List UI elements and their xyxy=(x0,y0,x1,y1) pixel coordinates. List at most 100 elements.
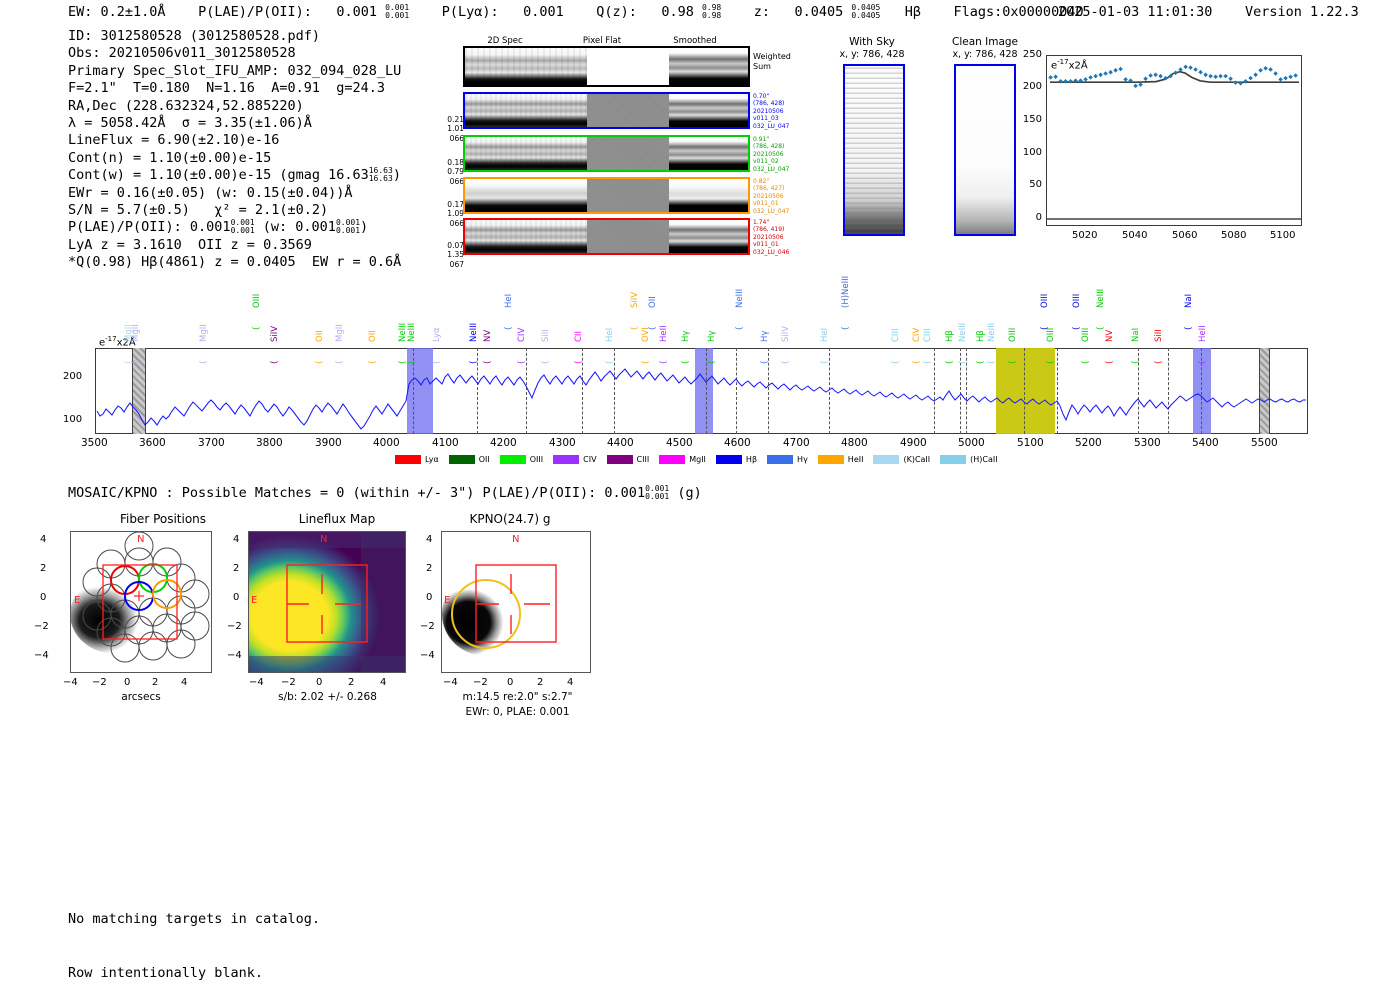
emission-line-label: Hγ xyxy=(760,330,771,342)
kpno-xtick-4: 4 xyxy=(567,677,574,688)
lineflux-map-image xyxy=(248,531,406,673)
line-marker xyxy=(829,348,830,434)
emission-line-label: Hβ xyxy=(945,330,956,342)
fiber-row-1-smoothed xyxy=(669,137,748,170)
header-plya-value: 0.001 xyxy=(523,4,564,20)
col-title-smoothed: Smoothed xyxy=(673,36,717,46)
zoom-line-fit-chart: 250 200 150 100 50 0 5020 5040 5060 5080… xyxy=(1023,49,1302,241)
spectrum-xtick-3600: 3600 xyxy=(139,437,166,449)
emission-line-label: CIII xyxy=(890,328,901,342)
spectrum-xtick-3700: 3700 xyxy=(198,437,225,449)
zoom-xtick-5060: 5060 xyxy=(1172,230,1198,241)
emission-line-label: HeII xyxy=(1198,325,1209,342)
kpno-compass-n: N xyxy=(512,534,520,545)
emission-line-label: NaI xyxy=(1130,327,1141,342)
legend-swatch xyxy=(395,454,421,464)
emission-line-label: NeIII xyxy=(468,322,479,342)
masked-band-0 xyxy=(132,348,146,434)
fiber-ytick-m4: −4 xyxy=(34,650,49,661)
fiber-row-3-left-values: 0.07 1.35 067 xyxy=(447,240,464,269)
line-marker xyxy=(582,348,583,434)
zoom-ytick-0: 0 xyxy=(1035,212,1042,223)
legend-item: Lyα xyxy=(395,454,439,464)
line-marker xyxy=(1201,348,1202,434)
emission-line-label: NeIII xyxy=(407,322,418,342)
fiber-row-0-meta: 0.70" (786, 428) 20210506 v011_03 032_LU… xyxy=(753,93,790,130)
spectrum-xtick-4000: 4000 xyxy=(373,437,400,449)
fiber-row-2 xyxy=(463,177,750,214)
weighted-sum-2dspec-image xyxy=(465,48,587,85)
footer-note: No matching targets in catalog. Row inte… xyxy=(68,874,320,1000)
zoom-xtick-5040: 5040 xyxy=(1122,230,1148,241)
legend-swatch xyxy=(659,454,686,464)
masked-band-1 xyxy=(1259,348,1270,434)
emission-line-bracket: ( xyxy=(503,326,514,330)
info-obs: Obs: 20210506v011_3012580528 xyxy=(68,45,296,62)
header-plae-value: 0.001 xyxy=(336,4,377,20)
fiber-ytick-2: 2 xyxy=(40,563,47,574)
emission-line-bracket: ( xyxy=(640,360,651,364)
lineflux-ytick-0: 0 xyxy=(233,592,240,603)
emission-line-label: CII xyxy=(574,331,585,342)
cutout-clean-title: Clean Image xyxy=(951,36,1019,48)
legend-item: HeII xyxy=(817,454,863,464)
legend-item: OIII xyxy=(499,454,543,464)
fiber-row-1-meta: 0.91" (786, 428) 20210506 v011_02 032_LU… xyxy=(753,136,790,173)
legend-label: Lyα xyxy=(425,454,439,464)
lineflux-xtick-0: 0 xyxy=(316,677,323,688)
legend-swatch xyxy=(553,454,580,464)
zoom-xtick-5080: 5080 xyxy=(1221,230,1247,241)
legend-swatch xyxy=(817,454,844,464)
line-marker xyxy=(960,348,961,434)
emission-line-label: MgII xyxy=(334,324,345,342)
emission-line-label: OIII xyxy=(1007,327,1018,342)
emission-line-bracket: ( xyxy=(483,360,494,364)
line-marker xyxy=(1138,348,1139,434)
fiber-row-3-meta: 1.74" (786, 419) 20210506 v011_01 032_LU… xyxy=(753,219,790,256)
legend-item: (K)CaII xyxy=(873,454,930,464)
zoom-xtick-5100: 5100 xyxy=(1270,230,1296,241)
emission-line-label: HeI xyxy=(605,327,616,342)
line-marker xyxy=(477,348,478,434)
info-ewr: EWr = 0.16(±0.05) (w: 0.15(±0.04))Å xyxy=(68,184,353,201)
emission-line-bracket: ( xyxy=(912,360,923,364)
line-marker xyxy=(706,348,707,434)
fiber-row-3 xyxy=(463,218,750,255)
legend-swatch xyxy=(499,454,526,464)
spectrum-xtick-3500: 3500 xyxy=(81,437,108,449)
fiber-positions-image xyxy=(70,531,212,673)
emission-line-label: CIV xyxy=(912,327,923,342)
legend-swatch xyxy=(715,454,742,464)
fiber-row-2-smoothed xyxy=(669,179,748,212)
emission-line-bracket: ( xyxy=(735,326,746,330)
spectrum-xtick-4800: 4800 xyxy=(841,437,868,449)
cutout-clean-image xyxy=(954,64,1016,236)
cutout-clean-coords: x, y: 786, 428 xyxy=(952,49,1018,60)
zoom-ytick-250: 250 xyxy=(1022,49,1042,60)
emission-line-bracket: ( xyxy=(1198,360,1209,364)
emission-line-bracket: ( xyxy=(958,360,969,364)
emission-line-bracket: ( xyxy=(1007,360,1018,364)
mosaic-summary-line: MOSAIC/KPNO : Possible Matches = 0 (with… xyxy=(68,484,702,502)
kpno-sub2: EWr: 0, PLAE: 0.001 xyxy=(465,706,570,718)
header-timestamp-version: 2025-01-03 11:01:30 Version 1.22.3 xyxy=(1058,4,1359,20)
emission-line-label: OII xyxy=(647,296,658,308)
fiber-row-1 xyxy=(463,135,750,172)
header-flags: Flags:0x00000040 xyxy=(953,4,1084,20)
emission-line-bracket: ( xyxy=(468,360,479,364)
emission-line-bracket: ( xyxy=(431,360,442,364)
spectrum-xtick-4400: 4400 xyxy=(607,437,634,449)
legend-item: Hβ xyxy=(715,454,757,464)
spectrum-xtick-5100: 5100 xyxy=(1017,437,1044,449)
info-seeing: F=2.1" T=0.180 N=1.16 A=0.91 g=24.3 xyxy=(68,80,385,97)
legend-item: Hγ xyxy=(767,454,808,464)
lineflux-compass-n: N xyxy=(320,534,328,545)
weighted-sum-label: Weighted Sum xyxy=(753,52,791,71)
emission-line-label: OIII xyxy=(252,293,262,308)
emission-line-label: OII xyxy=(368,330,379,342)
legend-swatch xyxy=(873,454,900,464)
header-z-label: z: xyxy=(753,4,771,20)
emission-line-bracket: ( xyxy=(820,360,831,364)
lineflux-compass-e: E xyxy=(251,595,258,606)
lineflux-ytick-m2: −2 xyxy=(227,621,242,632)
